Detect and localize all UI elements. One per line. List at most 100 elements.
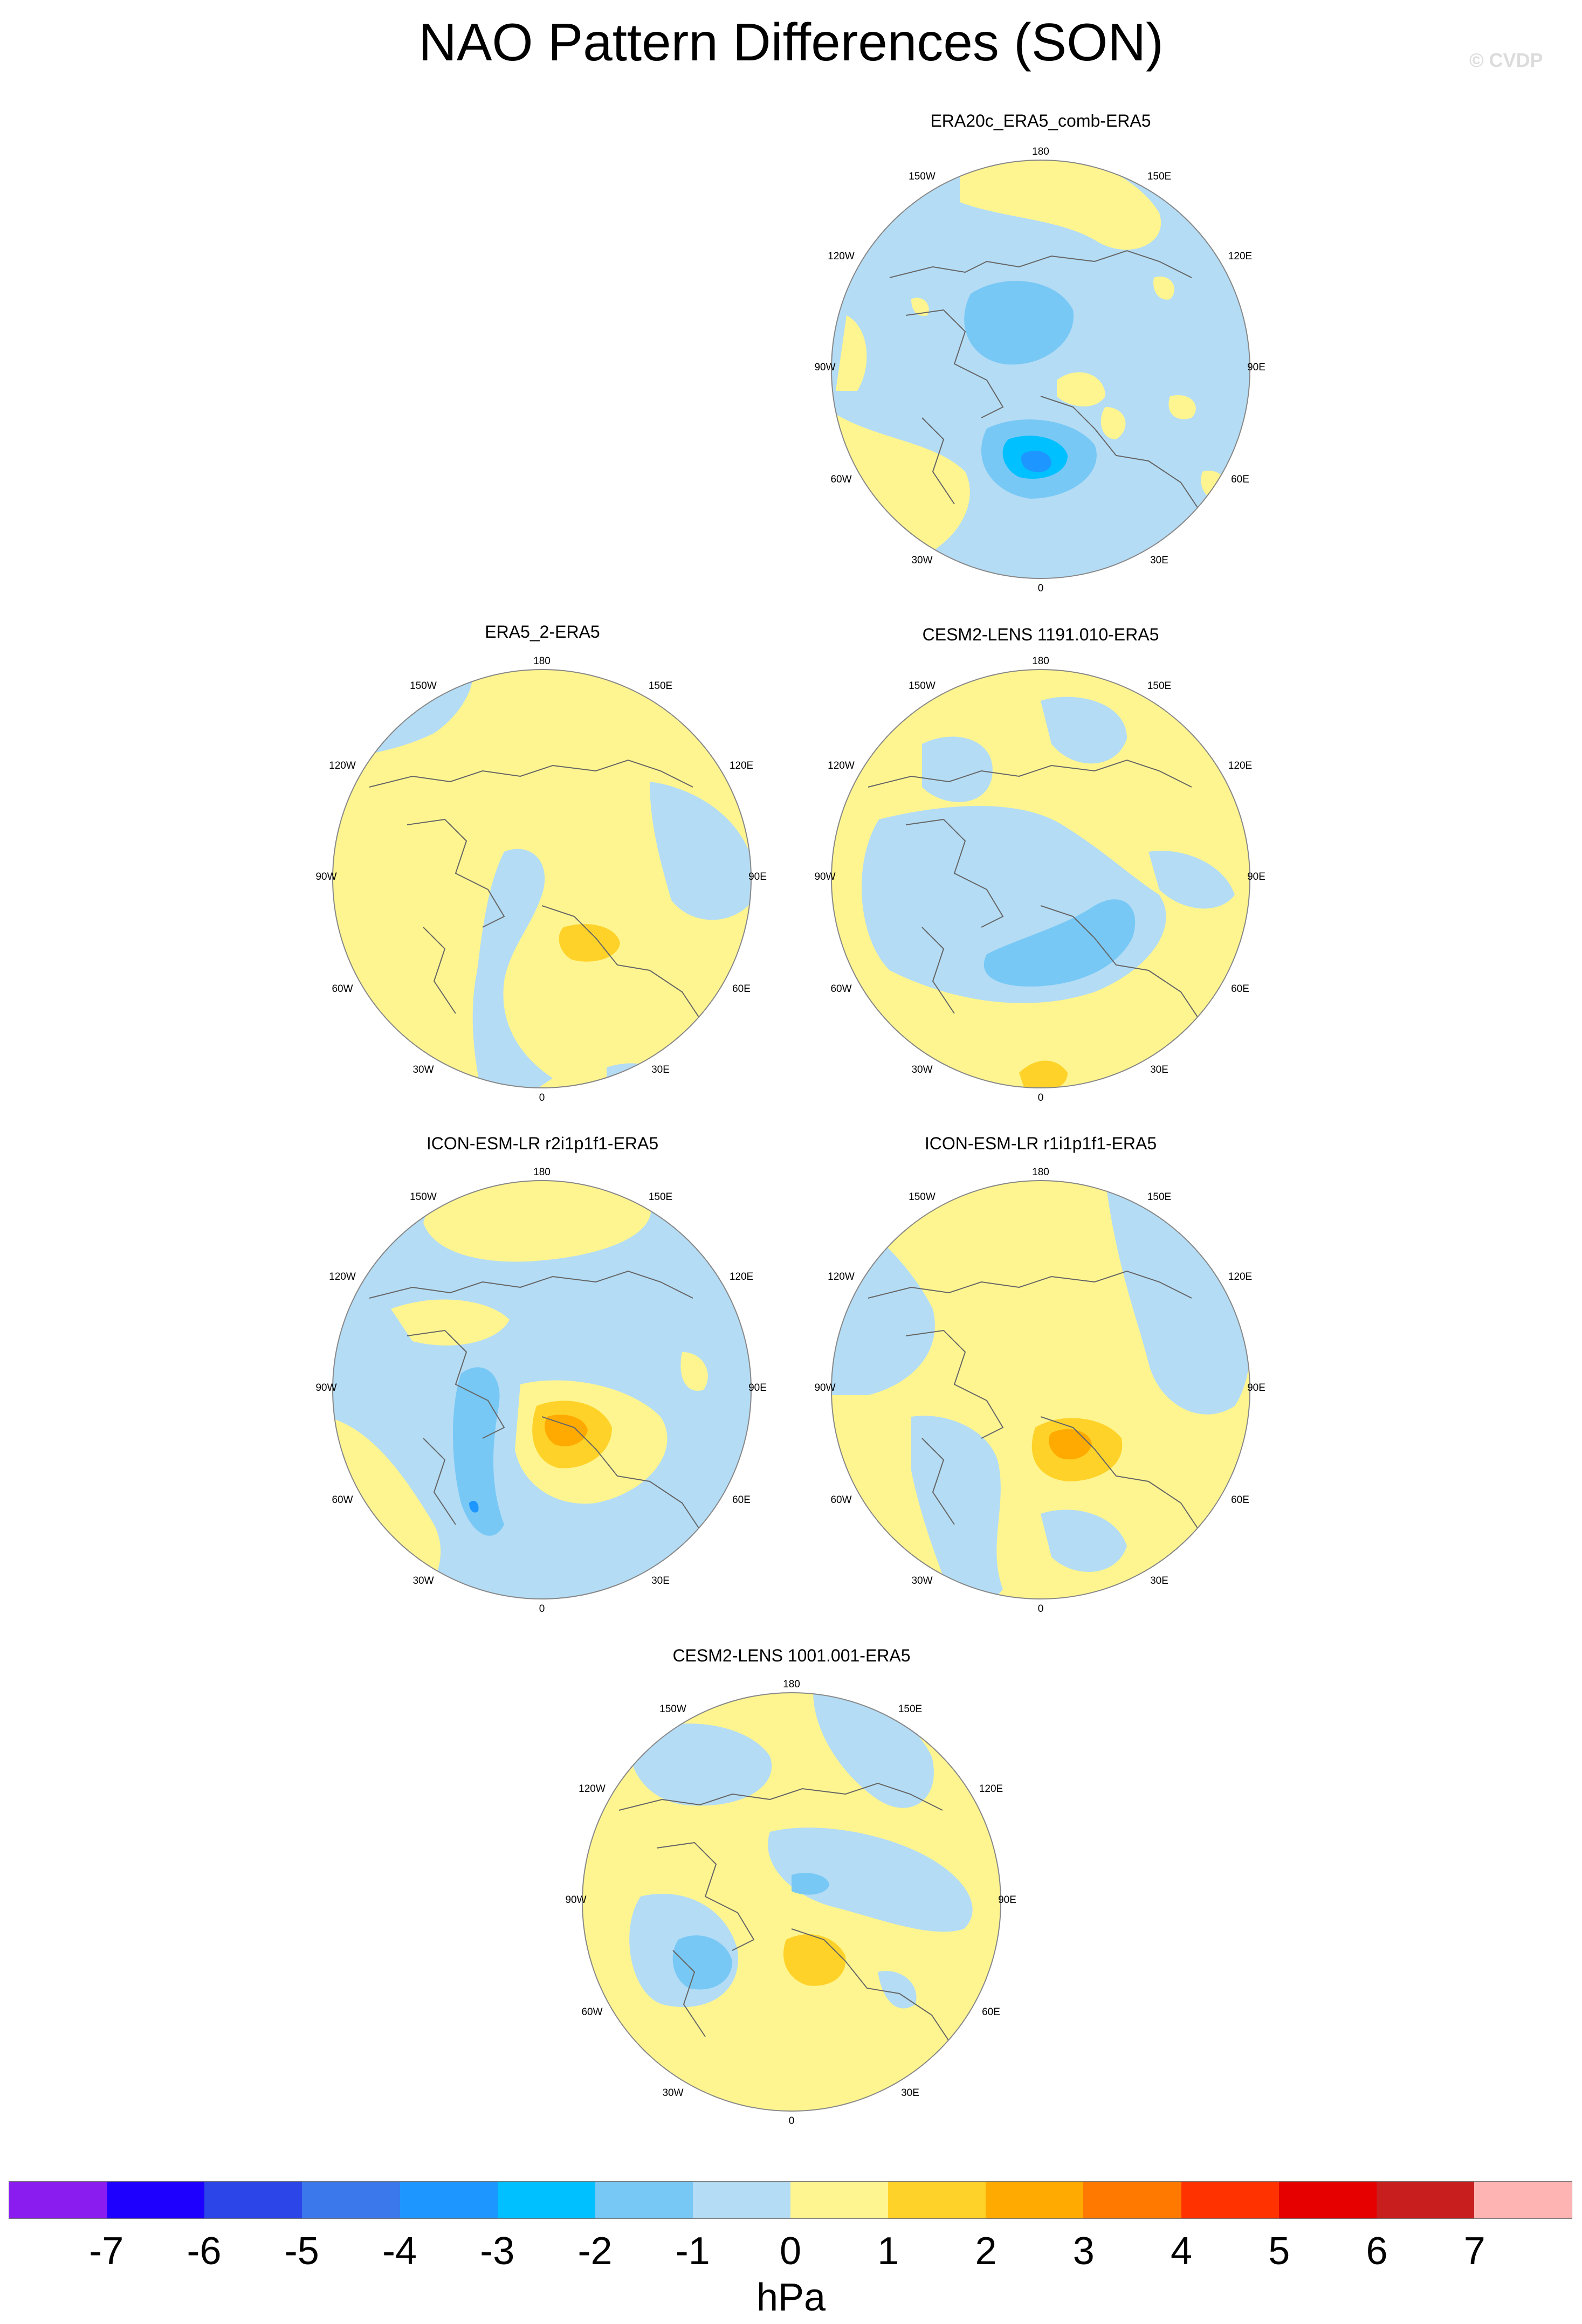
svg-text:30E: 30E: [1150, 1064, 1168, 1075]
svg-text:120E: 120E: [1228, 251, 1252, 262]
figure-title: NAO Pattern Differences (SON): [418, 12, 1164, 72]
svg-text:150E: 150E: [649, 1191, 672, 1203]
coastlines: [369, 759, 704, 1025]
svg-text:0: 0: [539, 1603, 545, 1615]
positive-anomaly-region: [1100, 407, 1126, 439]
svg-text:90W: 90W: [315, 1382, 336, 1394]
svg-text:30W: 30W: [662, 2087, 683, 2099]
colorbar-swatch: [497, 2182, 595, 2218]
svg-text:0: 0: [789, 2115, 795, 2127]
svg-text:60W: 60W: [332, 1494, 353, 1506]
svg-text:150E: 150E: [1147, 171, 1171, 182]
svg-text:90E: 90E: [748, 871, 767, 882]
svg-text:150W: 150W: [909, 1191, 936, 1203]
svg-text:60E: 60E: [1231, 983, 1249, 995]
longitude-labels: 180 150W 150E 120W 120E 90W 90E 60W 60E …: [814, 1167, 1265, 1615]
svg-text:180: 180: [1032, 656, 1049, 667]
positive-anomaly-region: [1057, 372, 1105, 406]
colorbar-swatch: [790, 2182, 889, 2218]
colorbar-swatch: [1376, 2182, 1474, 2218]
svg-text:150W: 150W: [909, 171, 936, 182]
positive-anomaly-region: [680, 1352, 708, 1391]
negative-anomaly-region: [1041, 1509, 1127, 1572]
negative-anomaly-region: [922, 736, 993, 802]
polar-map-4: 180 150W 150E 120W 120E 90W 90E 60W 60E …: [315, 1167, 766, 1615]
svg-text:0: 0: [539, 1092, 545, 1104]
positive-anomaly-strong: [545, 1415, 588, 1446]
negative-anomaly-region: [1148, 851, 1235, 909]
positive-anomaly-moderate: [559, 924, 620, 962]
colorbar-tick-label: -2: [577, 2230, 613, 2273]
svg-text:120W: 120W: [579, 1783, 606, 1795]
svg-text:90E: 90E: [998, 1894, 1016, 1906]
colorbar-swatch: [888, 2182, 986, 2218]
svg-text:30E: 30E: [651, 1575, 670, 1587]
svg-text:60W: 60W: [332, 983, 353, 995]
polar-map-1: 180 150W 150E 120W 120E 90W 90E 60W 60E …: [814, 146, 1265, 594]
svg-text:150E: 150E: [1147, 1191, 1171, 1203]
longitude-labels: 180 150W 150E 120W 120E 90W 90E 60W 60E …: [814, 656, 1265, 1104]
negative-anomaly-region: [1105, 1181, 1250, 1415]
svg-text:150W: 150W: [410, 680, 437, 692]
svg-text:90E: 90E: [748, 1382, 767, 1394]
negative-anomaly-region: [650, 782, 751, 920]
svg-text:30E: 30E: [1150, 555, 1168, 566]
coastlines: [868, 1270, 1203, 1536]
colorbar-tick-label: 0: [779, 2230, 802, 2273]
positive-anomaly-region: [960, 160, 1161, 250]
longitude-labels: 180 150W 150E 120W 120E 90W 90E 60W 60E …: [565, 1679, 1016, 2127]
positive-anomaly-region: [1168, 395, 1196, 419]
colorbar-swatch: [692, 2182, 790, 2218]
svg-text:0: 0: [1038, 1092, 1044, 1104]
colorbar-swatch: [400, 2182, 498, 2218]
longitude-labels: 180 150W 150E 120W 120E 90W 90E 60W 60E …: [814, 146, 1265, 594]
svg-text:180: 180: [1032, 1167, 1049, 1178]
colorbar-tick-label: 4: [1170, 2230, 1193, 2273]
svg-text:120E: 120E: [730, 1271, 753, 1282]
positive-anomaly-moderate: [1019, 1060, 1068, 1088]
longitude-labels: 180 150W 150E 120W 120E 90W 90E 60W 60E …: [315, 656, 766, 1104]
svg-text:60W: 60W: [830, 474, 851, 485]
negative-anomaly-region: [472, 849, 553, 1088]
panel-title-6: CESM2-LENS 1001.001-ERA5: [672, 1646, 911, 1665]
positive-anomaly-region: [836, 315, 867, 391]
colorbar-tick-label: -1: [675, 2230, 710, 2273]
panel-title-5: ICON-ESM-LR r1i1p1f1-ERA5: [924, 1134, 1157, 1153]
colorbar-tick-label: -3: [480, 2230, 515, 2273]
negative-anomaly-strongest: [1021, 451, 1051, 473]
svg-text:120E: 120E: [979, 1783, 1003, 1795]
map-border: [831, 1180, 1250, 1599]
polar-map-6: 180 150W 150E 120W 120E 90W 90E 60W 60E …: [565, 1679, 1016, 2127]
coastlines: [369, 1270, 704, 1536]
map-border: [831, 160, 1250, 579]
svg-text:30W: 30W: [911, 1575, 932, 1587]
panel-title-3: CESM2-LENS 1191.010-ERA5: [922, 625, 1159, 644]
colorbar-tick-label: 6: [1366, 2230, 1388, 2273]
svg-text:60E: 60E: [732, 1494, 751, 1506]
map-border: [831, 669, 1250, 1088]
colorbar-tick-label: 5: [1268, 2230, 1290, 2273]
colorbar-swatch: [107, 2182, 205, 2218]
svg-text:30W: 30W: [911, 555, 932, 566]
svg-text:120E: 120E: [730, 760, 753, 771]
negative-anomaly-region: [629, 1723, 772, 1806]
svg-text:30E: 30E: [1150, 1575, 1168, 1587]
colorbar-swatch: [986, 2182, 1084, 2218]
svg-text:120W: 120W: [828, 251, 855, 262]
svg-text:60E: 60E: [732, 983, 751, 995]
negative-anomaly-strong: [469, 1500, 479, 1513]
colorbar-unit-label: hPa: [756, 2276, 826, 2319]
colorbar-tick-label: 7: [1463, 2230, 1485, 2273]
svg-text:0: 0: [1038, 583, 1044, 594]
polar-map-2: 180 150W 150E 120W 120E 90W 90E 60W 60E …: [315, 656, 766, 1104]
negative-anomaly-region: [911, 1416, 1003, 1599]
svg-text:90E: 90E: [1247, 362, 1265, 373]
svg-text:90W: 90W: [814, 871, 835, 882]
svg-text:150W: 150W: [659, 1704, 686, 1715]
colorbar: [9, 2181, 1572, 2219]
negative-anomaly-moderate: [453, 1367, 504, 1536]
colorbar-swatch: [1083, 2182, 1181, 2218]
coastlines: [868, 759, 1203, 1025]
panel-title-2: ERA5_2-ERA5: [485, 622, 600, 642]
cvdp-watermark: © CVDP: [1469, 49, 1543, 71]
